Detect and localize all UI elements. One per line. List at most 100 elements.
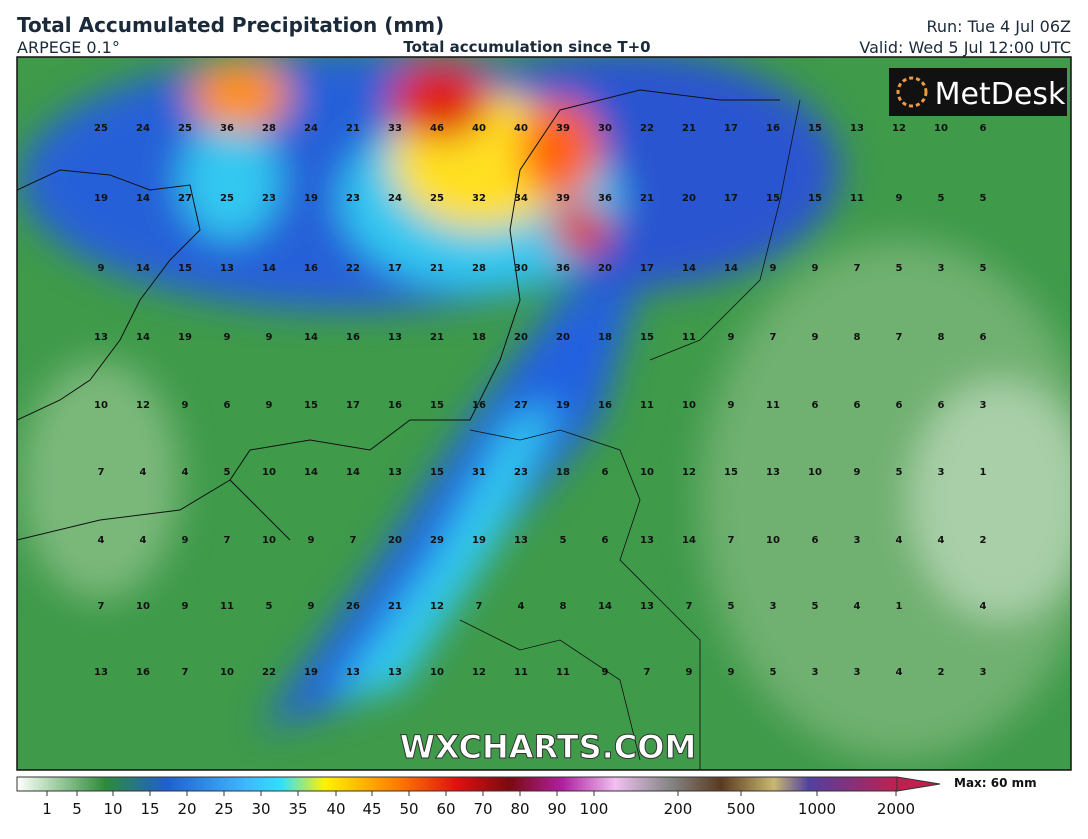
grid-value: 12 [430, 601, 444, 612]
grid-value: 9 [770, 263, 777, 274]
grid-value: 13 [850, 123, 864, 134]
grid-value: 7 [224, 535, 231, 546]
grid-value: 21 [682, 123, 696, 134]
grid-value: 13 [94, 667, 108, 678]
grid-value: 5 [938, 193, 945, 204]
grid-value: 4 [980, 601, 987, 612]
grid-value: 4 [896, 667, 903, 678]
grid-value: 10 [808, 467, 822, 478]
grid-value: 34 [514, 193, 528, 204]
colorbar-label: 30 [251, 800, 270, 818]
grid-value: 8 [938, 332, 945, 343]
grid-value: 7 [854, 263, 861, 274]
grid-value: 18 [556, 467, 570, 478]
grid-value: 11 [640, 400, 654, 411]
grid-value: 2 [980, 535, 987, 546]
grid-value: 40 [514, 123, 528, 134]
grid-value: 11 [766, 400, 780, 411]
grid-value: 4 [896, 535, 903, 546]
grid-value: 9 [728, 667, 735, 678]
colorbar-label: 500 [727, 800, 756, 818]
grid-value: 5 [812, 601, 819, 612]
grid-value: 40 [472, 123, 486, 134]
grid-value: 12 [472, 667, 486, 678]
colorbar-arrow [896, 776, 941, 792]
logo: MetDesk [935, 77, 1066, 112]
grid-value: 12 [892, 123, 906, 134]
grid-value: 10 [220, 667, 234, 678]
grid-value: 10 [136, 601, 150, 612]
grid-value: 9 [182, 535, 189, 546]
grid-value: 3 [980, 400, 987, 411]
grid-value: 9 [182, 400, 189, 411]
grid-value: 5 [980, 193, 987, 204]
grid-value: 9 [686, 667, 693, 678]
grid-value: 13 [388, 332, 402, 343]
grid-value: 23 [346, 193, 360, 204]
grid-value: 6 [224, 400, 231, 411]
grid-value: 3 [812, 667, 819, 678]
grid-value: 13 [388, 667, 402, 678]
grid-value: 9 [308, 535, 315, 546]
grid-value: 7 [98, 601, 105, 612]
grid-value: 46 [430, 123, 444, 134]
colorbar-label: 1000 [798, 800, 836, 818]
grid-value: 15 [766, 193, 780, 204]
grid-value: 21 [388, 601, 402, 612]
grid-value: 30 [514, 263, 528, 274]
grid-value: 31 [472, 467, 486, 478]
colorbar-label: 25 [214, 800, 233, 818]
grid-value: 9 [812, 332, 819, 343]
colorbar-label: 2000 [877, 800, 915, 818]
grid-value: 11 [220, 601, 234, 612]
grid-value: 29 [430, 535, 444, 546]
colorbar-label: 70 [473, 800, 492, 818]
grid-value: 15 [304, 400, 318, 411]
grid-value: 4 [518, 601, 525, 612]
grid-value: 3 [770, 601, 777, 612]
grid-value: 5 [770, 667, 777, 678]
grid-value: 22 [640, 123, 654, 134]
max-label: Max: 60 mm [954, 776, 1037, 790]
grid-value: 32 [472, 193, 486, 204]
colorbar-label: 35 [288, 800, 307, 818]
grid-value: 9 [182, 601, 189, 612]
colorbar-label: 100 [580, 800, 609, 818]
grid-value: 6 [980, 332, 987, 343]
grid-value: 19 [304, 667, 318, 678]
grid-value: 1 [980, 467, 987, 478]
grid-value: 25 [220, 193, 234, 204]
colorbar-label: 5 [72, 800, 82, 818]
grid-value: 13 [766, 467, 780, 478]
grid-value: 27 [514, 400, 528, 411]
grid-value: 25 [430, 193, 444, 204]
valid: Valid: Wed 5 Jul 12:00 UTC [859, 38, 1071, 57]
grid-value: 9 [266, 332, 273, 343]
grid-value: 21 [430, 263, 444, 274]
grid-value: 14 [136, 263, 150, 274]
grid-value: 16 [346, 332, 360, 343]
grid-value: 19 [472, 535, 486, 546]
colorbar-label: 15 [140, 800, 159, 818]
colorbar-label: 20 [177, 800, 196, 818]
grid-value: 6 [896, 400, 903, 411]
grid-value: 19 [304, 193, 318, 204]
grid-value: 14 [136, 332, 150, 343]
grid-value: 9 [98, 263, 105, 274]
grid-value: 21 [430, 332, 444, 343]
grid-value: 13 [346, 667, 360, 678]
grid-value: 6 [854, 400, 861, 411]
colorbar-label: 90 [547, 800, 566, 818]
grid-value: 5 [560, 535, 567, 546]
grid-value: 3 [980, 667, 987, 678]
grid-value: 36 [220, 123, 234, 134]
grid-value: 13 [514, 535, 528, 546]
grid-value: 16 [598, 400, 612, 411]
grid-value: 6 [980, 123, 987, 134]
watermark: WXCHARTS.COM [400, 728, 697, 766]
grid-value: 21 [346, 123, 360, 134]
grid-value: 14 [682, 535, 696, 546]
run: Run: Tue 4 Jul 06Z [926, 17, 1071, 36]
grid-value: 13 [220, 263, 234, 274]
grid-value: 11 [514, 667, 528, 678]
